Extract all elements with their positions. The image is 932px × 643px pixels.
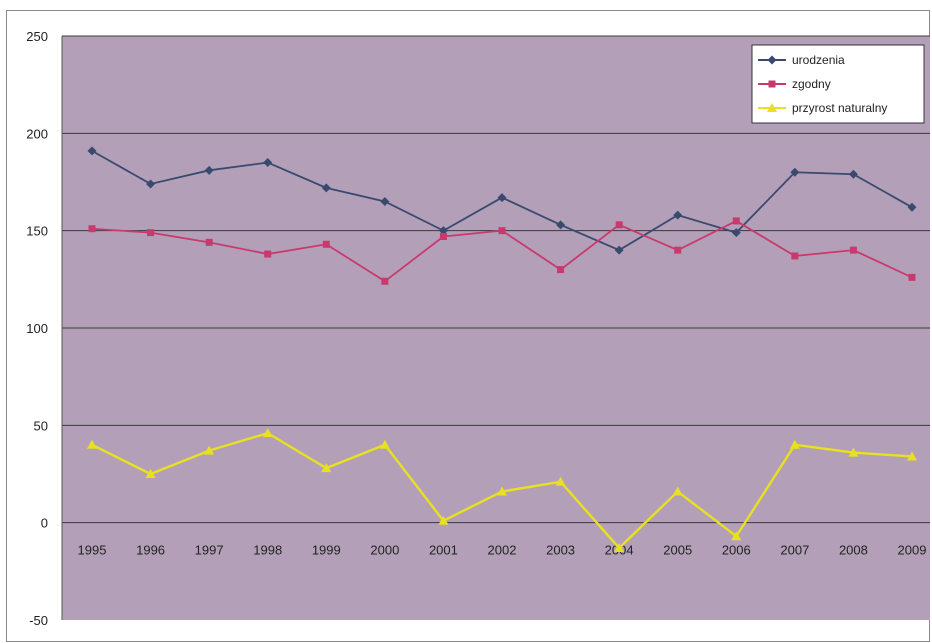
point-urodzenia-2004 (614, 245, 624, 255)
legend-label-przyrost-naturalny: przyrost naturalny (792, 101, 887, 115)
point-przyrost-naturalny-1997 (204, 445, 215, 455)
point-urodzenia-2008 (848, 169, 858, 179)
point-zgodny-1998 (264, 250, 272, 258)
point-przyrost-naturalny-2008 (848, 447, 859, 457)
legend-label-zgodny: zgodny (792, 77, 831, 91)
point-urodzenia-1995 (87, 146, 97, 156)
point-zgodny-2001 (439, 233, 447, 241)
x-tick-label-1999: 1999 (312, 543, 341, 558)
y-tick-label--50: -50 (29, 613, 48, 628)
y-tick-label-100: 100 (26, 321, 48, 336)
point-urodzenia-2005 (673, 210, 683, 220)
point-urodzenia-2002 (497, 193, 507, 203)
point-przyrost-naturalny-2003 (555, 476, 566, 486)
point-przyrost-naturalny-2005 (672, 486, 683, 496)
x-tick-label-1998: 1998 (253, 543, 282, 558)
point-przyrost-naturalny-1998 (262, 428, 273, 438)
x-tick-label-2009: 2009 (898, 543, 927, 558)
point-zgodny-2002 (498, 227, 506, 235)
point-urodzenia-1998 (263, 158, 273, 168)
legend-marker-zgodny (768, 80, 776, 88)
point-urodzenia-2007 (790, 167, 800, 177)
point-przyrost-naturalny-1999 (321, 463, 332, 473)
y-tick-label-150: 150 (26, 224, 48, 239)
y-tick-label-0: 0 (41, 516, 48, 531)
point-zgodny-2005 (674, 246, 682, 254)
point-przyrost-naturalny-2004 (614, 542, 625, 552)
y-tick-label-200: 200 (26, 126, 48, 141)
x-tick-label-2008: 2008 (839, 543, 868, 558)
x-tick-label-2006: 2006 (722, 543, 751, 558)
x-tick-label-2005: 2005 (663, 543, 692, 558)
point-urodzenia-2009 (907, 202, 917, 212)
point-zgodny-2006 (732, 217, 740, 225)
point-zgodny-2000 (381, 277, 389, 285)
point-przyrost-naturalny-2000 (379, 439, 390, 449)
point-urodzenia-2006 (731, 228, 741, 238)
point-urodzenia-2001 (438, 226, 448, 236)
point-zgodny-1995 (88, 225, 96, 233)
point-zgodny-2007 (791, 252, 799, 260)
x-tick-label-2001: 2001 (429, 543, 458, 558)
point-przyrost-naturalny-2007 (789, 439, 800, 449)
x-tick-label-2007: 2007 (780, 543, 809, 558)
point-zgodny-1999 (322, 240, 330, 248)
point-przyrost-naturalny-2009 (907, 451, 917, 461)
point-urodzenia-1996 (146, 179, 156, 189)
point-zgodny-2004 (615, 221, 623, 229)
x-tick-label-2003: 2003 (546, 543, 575, 558)
x-tick-label-1995: 1995 (78, 543, 107, 558)
point-urodzenia-1999 (321, 183, 331, 193)
point-zgodny-1997 (205, 238, 213, 246)
legend-label-urodzenia: urodzenia (792, 53, 845, 67)
point-zgodny-2003 (557, 266, 565, 274)
point-urodzenia-1997 (204, 165, 214, 175)
point-urodzenia-2003 (556, 220, 566, 230)
x-tick-label-1996: 1996 (136, 543, 165, 558)
x-tick-label-2002: 2002 (488, 543, 517, 558)
x-tick-label-2000: 2000 (370, 543, 399, 558)
point-przyrost-naturalny-1996 (145, 469, 156, 478)
legend-marker-urodzenia (767, 55, 777, 65)
legend-marker-przyrost-naturalny (767, 103, 777, 112)
point-przyrost-naturalny-2006 (731, 531, 742, 541)
y-tick-label-250: 250 (26, 29, 48, 44)
point-przyrost-naturalny-2001 (438, 515, 449, 525)
point-zgodny-2009 (908, 273, 916, 281)
x-tick-label-1997: 1997 (195, 543, 224, 558)
point-zgodny-1996 (147, 229, 155, 237)
point-urodzenia-2000 (380, 196, 390, 206)
point-przyrost-naturalny-2002 (497, 486, 507, 496)
point-zgodny-2008 (849, 246, 857, 254)
point-przyrost-naturalny-1995 (87, 439, 97, 449)
y-tick-label-50: 50 (34, 418, 48, 433)
